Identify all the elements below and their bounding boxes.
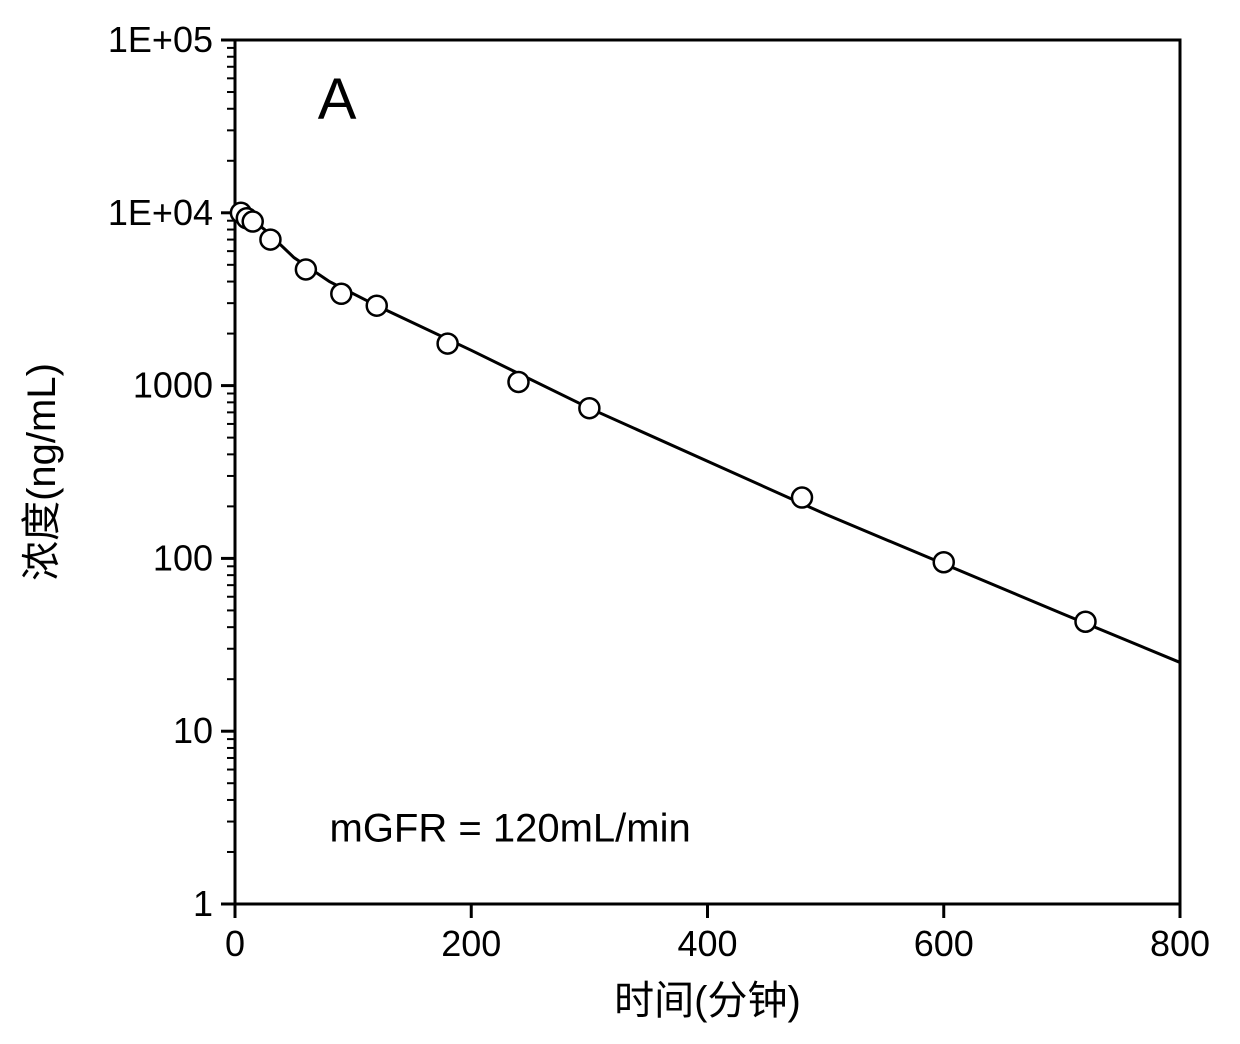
chart-container: 0 200 400 600 800 1 10 100 1000 1E+04 1E+05 AmGFR =… [0,0,1240,1044]
data-marker [792,488,812,508]
data-marker [331,284,351,304]
data-marker [1076,612,1096,632]
panel-label: A [318,67,357,132]
y-tick-label: 100 [153,537,213,578]
fit-line [235,206,1180,663]
data-marker [260,230,280,250]
y-tick-label: 1E+04 [108,192,213,233]
x-tick-label: 0 [225,923,245,964]
data-marker [367,296,387,316]
x-tick-label: 200 [441,923,501,964]
data-marker [934,552,954,572]
plot-frame [235,40,1180,904]
data-marker [438,334,458,354]
x-axis-label: 时间(分钟) [614,979,801,1023]
annotation-text: mGFR = 120mL/min [330,806,691,850]
y-tick-label: 1000 [133,365,213,406]
data-marker [509,372,529,392]
data-marker [579,398,599,418]
y-tick-label: 1E+05 [108,19,213,60]
chart-svg: 0 200 400 600 800 1 10 100 1000 1E+04 1E+05 AmGFR =… [0,0,1240,1044]
x-tick-label: 800 [1150,923,1210,964]
y-tick-label: 10 [173,710,213,751]
x-tick-label: 400 [677,923,737,964]
data-marker [296,259,316,279]
y-tick-label: 1 [193,883,213,924]
y-axis-label: 浓度(ng/mL) [20,363,64,581]
x-tick-label: 600 [914,923,974,964]
data-marker [243,212,263,232]
